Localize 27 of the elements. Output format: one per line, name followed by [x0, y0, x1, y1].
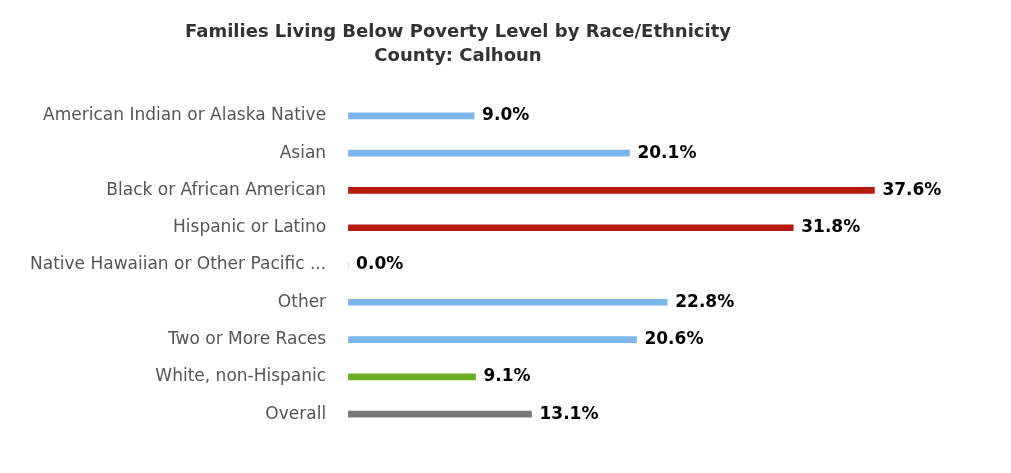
data-label: 20.6% [644, 328, 704, 348]
data-label: 0.0% [356, 253, 404, 274]
y-tick-label: Asian [279, 141, 327, 162]
y-tick-label: White, non-Hispanic [155, 365, 327, 386]
bar [348, 224, 794, 232]
data-label: 20.1% [637, 141, 697, 162]
bar [348, 373, 476, 381]
y-tick-label: Other [277, 290, 327, 311]
bar [348, 149, 630, 157]
data-label: 13.1% [539, 402, 599, 423]
y-tick-label: Black or African American [106, 178, 327, 199]
bar [348, 298, 668, 306]
data-label: 37.6% [882, 178, 942, 199]
data-label: 9.0% [482, 104, 530, 125]
y-tick-label: Native Hawaiian or Other Pacific ... [30, 253, 327, 274]
y-tick-label: Two or More Races [166, 328, 327, 348]
y-tick-label: Overall [265, 402, 327, 423]
bar [348, 187, 875, 194]
data-label: 9.1% [483, 365, 531, 386]
data-label: 31.8% [801, 216, 861, 237]
chart-subtitle: County: Calhoun [374, 44, 542, 66]
y-tick-label: Hispanic or Latino [173, 216, 327, 237]
y-tick-label: American Indian or Alaska Native [43, 104, 327, 125]
chart-title: Families Living Below Poverty Level by Race/Ethnicity [185, 20, 732, 42]
bar [348, 336, 637, 343]
bar [348, 410, 532, 418]
data-label: 22.8% [675, 290, 735, 311]
